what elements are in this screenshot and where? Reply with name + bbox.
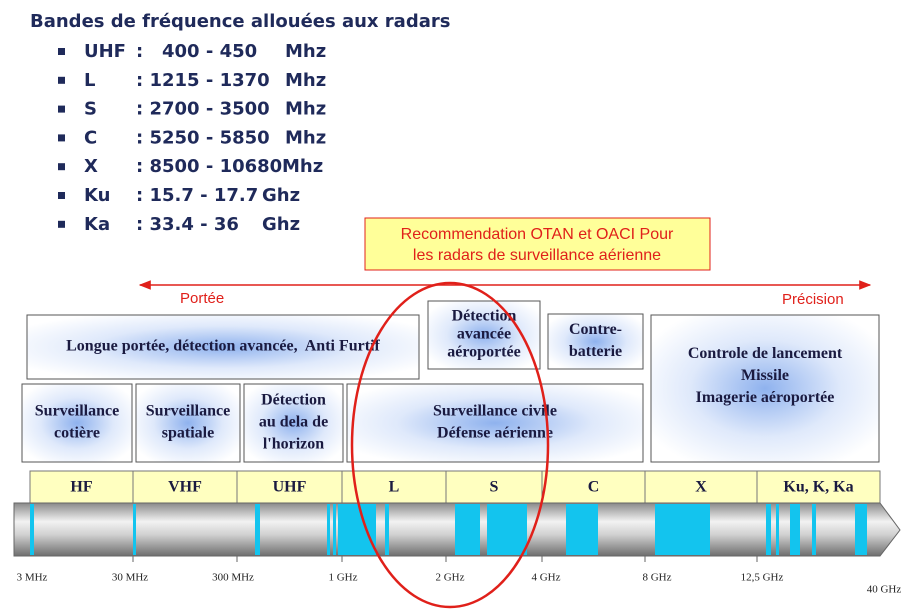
application-text: spatiale: [162, 425, 214, 442]
band-unit: Mhz: [285, 41, 326, 62]
bullet: [58, 220, 65, 228]
band-label: UHF: [273, 479, 307, 496]
frequency-label: 30 MHz: [112, 572, 148, 584]
application-text: Détection: [452, 308, 517, 325]
band-range: : 400 - 450: [136, 41, 257, 62]
band-range: : 5250 - 5850: [136, 127, 270, 148]
application-text: cotière: [54, 425, 100, 442]
bullet: [58, 163, 65, 171]
band-range: : 8500 - 10680: [136, 156, 282, 177]
application-text: batterie: [569, 343, 622, 360]
band-name: UHF: [84, 41, 126, 62]
band-stripe: [255, 504, 260, 555]
band-label: VHF: [168, 479, 202, 496]
band-row: [29, 470, 881, 504]
application-text: Missile: [741, 367, 789, 384]
band-stripe: [338, 504, 376, 555]
application-box: [547, 313, 644, 370]
band-stripe: [655, 504, 710, 555]
frequency-label: 2 GHz: [435, 572, 464, 584]
application-box: [135, 383, 241, 463]
band-label: C: [588, 479, 600, 496]
band-name: Ka: [84, 214, 110, 235]
band-label: HF: [70, 479, 92, 496]
frequency-label: 3 MHz: [17, 572, 48, 584]
band-range: : 33.4 - 36: [136, 214, 239, 235]
callout-box: [364, 217, 711, 271]
band-stripe: [327, 504, 330, 555]
application-text: Controle de lancement: [688, 345, 843, 362]
band-unit: Ghz: [262, 214, 300, 235]
application-box: [650, 314, 880, 463]
band-stripe: [566, 504, 598, 555]
band-unit: Ghz: [262, 185, 300, 206]
frequency-label: 12,5 GHz: [741, 572, 784, 584]
band-stripe: [455, 504, 480, 555]
band-range: : 1215 - 1370: [136, 70, 270, 91]
application-text: Imagerie aéroportée: [696, 389, 835, 406]
band-range: : 2700 - 3500: [136, 99, 270, 120]
band-stripe: [333, 504, 336, 555]
band-stripe: [776, 504, 779, 555]
band-name: L: [84, 70, 95, 91]
highlight-ellipse: [350, 281, 550, 609]
band-label: Ku, K, Ka: [783, 479, 853, 496]
band-unit: Mhz: [285, 99, 326, 120]
application-text: Défense aérienne: [437, 425, 553, 442]
application-box: [346, 383, 644, 463]
title: Bandes de fréquence allouées aux radars: [30, 11, 450, 32]
band-stripe: [385, 504, 389, 555]
bullet: [58, 192, 65, 199]
band-stripe: [30, 504, 34, 555]
band-label: L: [389, 479, 400, 496]
application-text: Détection: [261, 392, 326, 409]
application-text: l'horizon: [263, 436, 324, 453]
application-text: au dela de: [259, 414, 328, 431]
application-text: avancée: [457, 326, 511, 343]
frequency-label: 8 GHz: [642, 572, 671, 584]
bullet: [58, 105, 65, 113]
band-name: S: [84, 99, 97, 120]
band-label: S: [490, 479, 499, 496]
arrow-left-label: Portée: [180, 290, 224, 307]
band-stripe: [790, 504, 800, 555]
application-text: Surveillance: [146, 403, 230, 420]
band-unit: Mhz: [285, 127, 326, 148]
application-text: aéroportée: [447, 344, 520, 361]
frequency-label: 40 GHz: [867, 584, 902, 596]
callout-text: les radars de surveillance aérienne: [413, 247, 661, 264]
band-stripe: [766, 504, 771, 555]
bullet: [58, 134, 65, 142]
band-name: C: [84, 127, 97, 148]
band-unit: Mhz: [285, 70, 326, 91]
application-text: Longue portée, détection avancée, Anti F…: [66, 338, 380, 355]
band-unit: Mhz: [282, 156, 323, 177]
application-text: Surveillance: [35, 403, 119, 420]
bullet: [58, 48, 65, 55]
band-stripe: [133, 504, 136, 555]
band-range: : 15.7 - 17.7: [136, 185, 258, 206]
application-text: Surveillance civile: [433, 403, 557, 420]
application-box: [243, 383, 344, 463]
frequency-label: 1 GHz: [328, 572, 357, 584]
band-stripe: [487, 504, 527, 555]
application-box: [26, 314, 420, 380]
band-stripe: [812, 504, 816, 555]
band-label: X: [695, 479, 707, 496]
application-text: Contre-: [569, 321, 622, 338]
callout-text: Recommendation OTAN et OACI Pour: [401, 226, 674, 243]
band-name: Ku: [84, 185, 110, 206]
band-name: X: [84, 156, 98, 177]
application-box: [21, 383, 133, 463]
arrow-right-label: Précision: [782, 291, 844, 308]
bullet: [58, 76, 65, 84]
frequency-label: 300 MHz: [212, 572, 254, 584]
band-stripe: [855, 504, 867, 555]
frequency-label: 4 GHz: [531, 572, 560, 584]
content: Bandes de fréquence allouées aux radars U…: [13, 11, 902, 609]
